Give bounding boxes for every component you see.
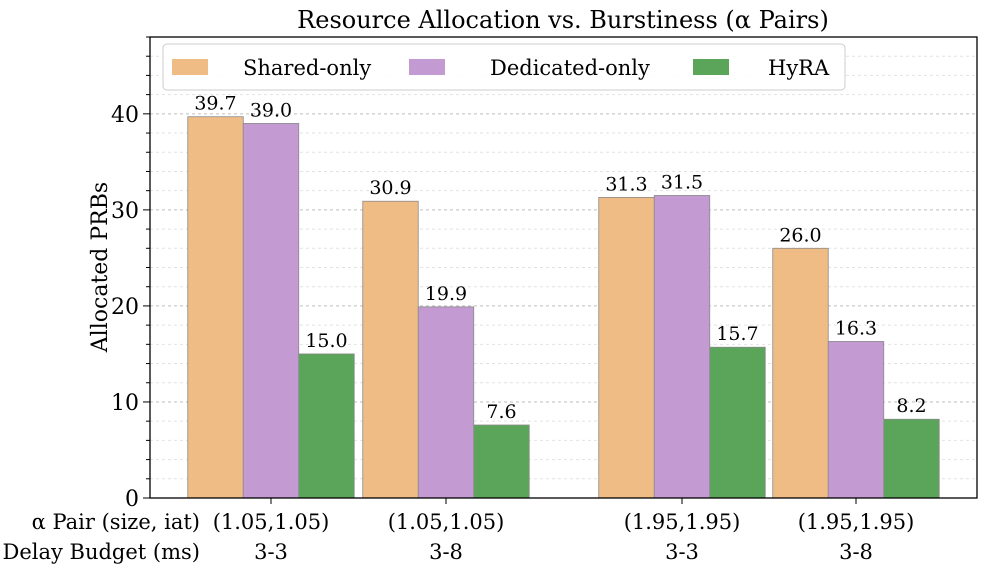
- bars: [187, 116, 940, 499]
- bar-dedicated-only-4: [827, 341, 885, 499]
- y-tick-label: 0: [125, 487, 139, 512]
- bar-shared-only-4: [772, 247, 829, 499]
- legend: Shared-only Dedicated-only HyRA: [162, 43, 846, 91]
- legend-swatch-dedicated-only: [409, 59, 445, 75]
- x-tick-label-delay: 3-8: [429, 540, 463, 564]
- x-tick-label-alpha: (1.05,1.05): [388, 510, 505, 534]
- legend-swatch-shared-only: [172, 59, 208, 75]
- x-tick-label-alpha: (1.95,1.95): [798, 510, 915, 534]
- legend-swatch-hyra: [693, 59, 729, 75]
- value-label: 8.2: [896, 395, 926, 417]
- value-labels: 39.7 39.0 15.0 30.9 19.9 7.6 31.3 31.5 15.7 26.0 1…: [194, 93, 926, 423]
- bar-dedicated-only-3: [653, 195, 711, 499]
- y-tick-label: 10: [111, 391, 139, 416]
- y-tick-label: 30: [111, 199, 139, 224]
- legend-label-hyra: HyRA: [768, 56, 830, 80]
- bar-dedicated-only-1: [242, 123, 300, 499]
- bar-shared-only-2: [362, 200, 419, 499]
- x-tick-label-alpha: (1.95,1.95): [624, 510, 741, 534]
- bar-hyra-1: [298, 353, 355, 499]
- legend-label-dedicated-only: Dedicated-only: [490, 56, 650, 80]
- bar-shared-only-1: [187, 116, 244, 499]
- value-label: 31.5: [661, 171, 703, 193]
- y-axis-label: Allocated PRBs: [88, 182, 113, 353]
- value-label: 30.9: [369, 177, 411, 199]
- value-label: 26.0: [779, 224, 821, 246]
- bar-hyra-3: [709, 346, 766, 499]
- bar-hyra-4: [883, 418, 940, 499]
- y-tick-label: 40: [111, 103, 139, 128]
- value-label: 15.0: [305, 330, 347, 352]
- delay-row-label: Delay Budget (ms): [2, 540, 200, 564]
- bar-hyra-2: [473, 424, 530, 499]
- x-axis: (1.05,1.05) 3-3 (1.05,1.05) 3-8 (1.95,1.95) 3…: [213, 498, 915, 564]
- value-label: 19.9: [425, 283, 467, 305]
- value-label: 39.7: [194, 93, 236, 115]
- y-tick-label: 20: [111, 295, 139, 320]
- value-label: 31.3: [605, 173, 647, 195]
- x-tick-label-delay: 3-8: [839, 540, 873, 564]
- x-tick-label-delay: 3-3: [254, 540, 288, 564]
- bar-shared-only-3: [598, 196, 655, 499]
- chart-title: Resource Allocation vs. Burstiness (α Pa…: [297, 6, 829, 34]
- legend-box: [162, 43, 846, 91]
- value-label: 7.6: [486, 401, 516, 423]
- x-tick-label-alpha: (1.05,1.05): [213, 510, 330, 534]
- alpha-row-label: α Pair (size, iat): [32, 510, 200, 534]
- legend-label-shared-only: Shared-only: [243, 56, 371, 80]
- x-tick-label-delay: 3-3: [665, 540, 699, 564]
- value-label: 39.0: [250, 99, 292, 121]
- value-label: 16.3: [835, 317, 877, 339]
- value-label: 15.7: [716, 323, 758, 345]
- y-axis: 0 10 20 30 40: [111, 36, 150, 512]
- bar-dedicated-only-2: [417, 306, 475, 499]
